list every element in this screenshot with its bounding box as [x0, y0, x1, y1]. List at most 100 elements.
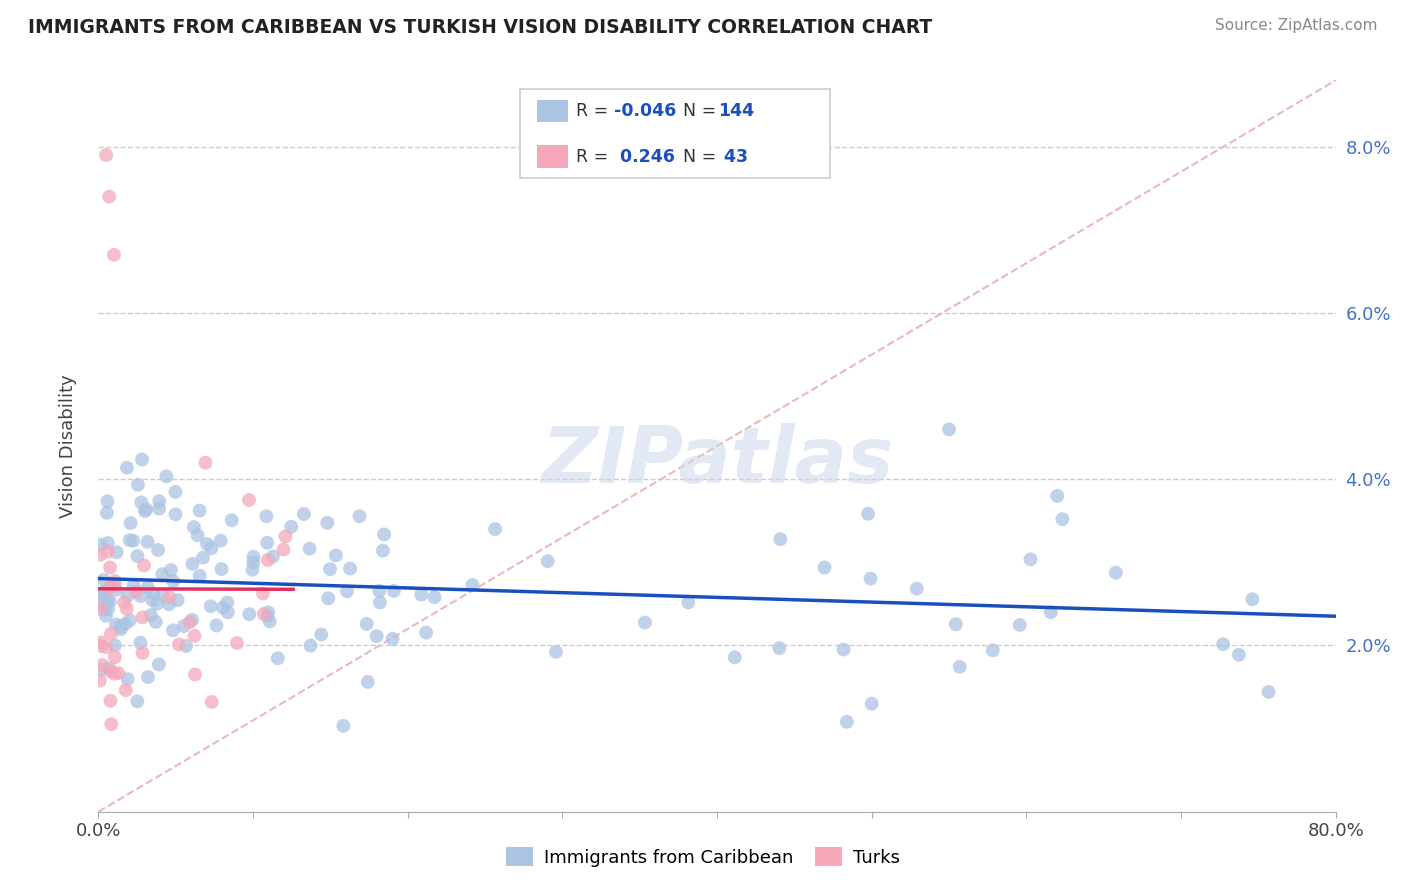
Point	[1046, 489, 1069, 503]
Point	[94, 608, 117, 623]
Point	[97, 536, 120, 550]
Point	[217, 595, 239, 609]
Point	[209, 533, 232, 548]
Point	[114, 616, 136, 631]
Text: -0.046: -0.046	[614, 102, 676, 120]
Point	[145, 615, 167, 629]
Point	[252, 586, 274, 600]
Point	[211, 562, 233, 576]
Point	[91, 585, 114, 599]
Point	[90, 635, 112, 649]
Point	[127, 549, 149, 563]
Point	[319, 562, 342, 576]
Point	[768, 641, 790, 656]
Point	[98, 189, 121, 203]
Point	[131, 452, 153, 467]
Point	[1241, 592, 1264, 607]
Text: R =: R =	[576, 147, 614, 166]
Point	[181, 557, 204, 571]
Point	[105, 617, 128, 632]
Point	[162, 574, 184, 588]
Point	[905, 582, 928, 596]
Point	[127, 694, 149, 708]
Point	[122, 533, 145, 548]
Point	[118, 614, 141, 628]
Point	[273, 542, 295, 557]
Point	[484, 522, 506, 536]
Point	[415, 625, 437, 640]
Point	[226, 636, 249, 650]
Point	[159, 591, 181, 605]
Point	[366, 629, 388, 643]
Point	[122, 578, 145, 592]
Point	[104, 574, 127, 588]
Point	[93, 573, 115, 587]
Point	[104, 650, 127, 665]
Point	[179, 615, 201, 629]
Point	[97, 544, 120, 558]
Point	[292, 507, 315, 521]
Point	[89, 594, 111, 608]
Point	[859, 572, 882, 586]
Point	[117, 672, 139, 686]
Point	[135, 502, 157, 516]
Text: N =: N =	[683, 102, 723, 120]
Point	[238, 607, 260, 622]
Point	[316, 591, 339, 606]
Point	[96, 593, 118, 607]
Point	[136, 670, 159, 684]
Point	[166, 593, 188, 607]
Point	[316, 516, 339, 530]
Point	[152, 588, 174, 602]
Point	[110, 622, 132, 636]
Point	[339, 561, 361, 575]
Point	[200, 599, 222, 614]
Point	[139, 608, 162, 623]
Point	[134, 504, 156, 518]
Point	[107, 666, 129, 681]
Point	[938, 422, 960, 436]
Point	[191, 550, 214, 565]
Point	[373, 527, 395, 541]
Point	[336, 584, 359, 599]
Point	[678, 595, 700, 609]
Text: Source: ZipAtlas.com: Source: ZipAtlas.com	[1215, 18, 1378, 33]
Point	[835, 714, 858, 729]
Text: 0.246: 0.246	[614, 147, 675, 166]
Point	[205, 618, 228, 632]
Point	[262, 549, 284, 564]
Point	[105, 582, 128, 597]
Point	[98, 661, 121, 675]
Point	[89, 587, 111, 601]
Point	[120, 516, 142, 530]
Legend: Immigrants from Caribbean, Turks: Immigrants from Caribbean, Turks	[499, 840, 907, 874]
Point	[188, 568, 211, 582]
Point	[332, 719, 354, 733]
Text: N =: N =	[683, 147, 723, 166]
Point	[195, 537, 218, 551]
Point	[155, 469, 177, 483]
Point	[256, 535, 278, 549]
Point	[89, 538, 111, 552]
Point	[89, 602, 111, 616]
Text: 144: 144	[718, 102, 755, 120]
Point	[981, 643, 1004, 657]
Point	[242, 563, 264, 577]
Point	[724, 650, 747, 665]
Point	[200, 541, 222, 556]
Point	[221, 513, 243, 527]
Point	[110, 619, 132, 633]
Point	[115, 602, 138, 616]
Point	[212, 600, 235, 615]
Point	[90, 639, 112, 653]
Text: R =: R =	[576, 102, 614, 120]
Text: IMMIGRANTS FROM CARIBBEAN VS TURKISH VISION DISABILITY CORRELATION CHART: IMMIGRANTS FROM CARIBBEAN VS TURKISH VIS…	[28, 18, 932, 37]
Point	[142, 587, 165, 601]
Point	[299, 639, 322, 653]
Point	[91, 657, 114, 672]
Point	[131, 610, 153, 624]
Point	[129, 636, 152, 650]
Point	[100, 627, 122, 641]
Point	[117, 589, 139, 603]
Point	[103, 248, 125, 262]
